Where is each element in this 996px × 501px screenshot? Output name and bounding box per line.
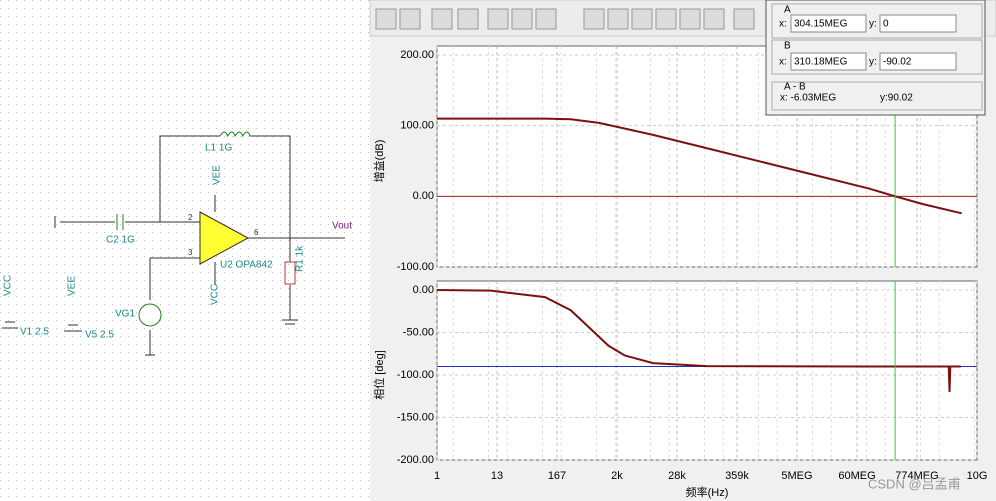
label: 2: [188, 213, 193, 222]
label: L1 1G: [205, 143, 232, 154]
label: 3: [188, 248, 193, 257]
cursor-label: y:: [869, 57, 877, 68]
cursor-diff: x: -6.03MEG: [780, 93, 836, 104]
watermark: CSDN @吕孟甫: [868, 476, 961, 491]
cursor-value: 310.18MEG: [794, 57, 848, 68]
label: C2 1G: [106, 235, 135, 246]
cursor-label: x:: [779, 19, 787, 30]
cursor-title: A - B: [784, 82, 806, 93]
x-tick-label: 60MEG: [838, 470, 875, 482]
y-tick-label: -50.00: [403, 326, 434, 338]
cursor-label: x:: [779, 57, 787, 68]
y-tick-label: -100.00: [397, 369, 434, 381]
label: VCC: [3, 275, 14, 296]
x-tick-label: 774MEG: [895, 470, 938, 482]
label: 6: [254, 228, 259, 237]
cursor-value: -90.02: [883, 57, 912, 68]
line: [436, 289, 961, 393]
x-tick-label: 28k: [668, 470, 686, 482]
cursor-label: y:: [869, 19, 877, 30]
cursor-title: B: [784, 41, 791, 52]
y-tick-label: -150.00: [397, 411, 434, 423]
plot-area: [436, 280, 978, 461]
x-tick-label: 167: [548, 470, 566, 482]
cursor-value: 0: [883, 19, 889, 30]
schematic: L1 1G C2 1G U2 OPA842 VEE VCC R1 1k Vout…: [2, 131, 352, 356]
toolbar-buttons[interactable]: [375, 8, 755, 30]
y-tick-label: 200.00: [400, 49, 434, 61]
label: VCC: [210, 284, 221, 305]
label: R1 1k: [295, 245, 306, 272]
label: Vout: [332, 221, 352, 232]
x-tick-label: 5MEG: [781, 470, 812, 482]
y-tick-label: -100.00: [397, 261, 434, 273]
x-tick-label: 359k: [725, 470, 749, 482]
y-tick-label: -200.00: [397, 454, 434, 466]
label: VG1: [115, 309, 135, 320]
cursor-diff: y:90.02: [880, 93, 913, 104]
y-tick-label: 0.00: [413, 190, 434, 202]
label: V1 2.5: [20, 327, 49, 338]
x-tick-label: 13: [491, 470, 503, 482]
schematic-grid: [0, 0, 370, 501]
x-tick-label: 2k: [611, 470, 623, 482]
y-axis-label: 增益(dB): [372, 140, 386, 183]
x-tick-label: 1: [434, 470, 440, 482]
label: VEE: [212, 165, 223, 185]
cursor-panel: A x: 304.15MEG y: 0 B x: 310.18MEG y: -9…: [765, 0, 986, 116]
cursor-value: 304.15MEG: [794, 19, 848, 30]
y-tick-label: 0.00: [413, 284, 434, 296]
label: U2 OPA842: [220, 260, 273, 271]
y-axis-label: 相位 [deg]: [372, 350, 386, 400]
label: VEE: [67, 276, 78, 296]
x-axis-label: 频率(Hz): [686, 485, 729, 499]
x-tick-label: 10G: [967, 470, 988, 482]
y-tick-label: 100.00: [400, 120, 434, 132]
cursor-title: A: [784, 5, 791, 16]
label: V5 2.5: [85, 330, 114, 341]
